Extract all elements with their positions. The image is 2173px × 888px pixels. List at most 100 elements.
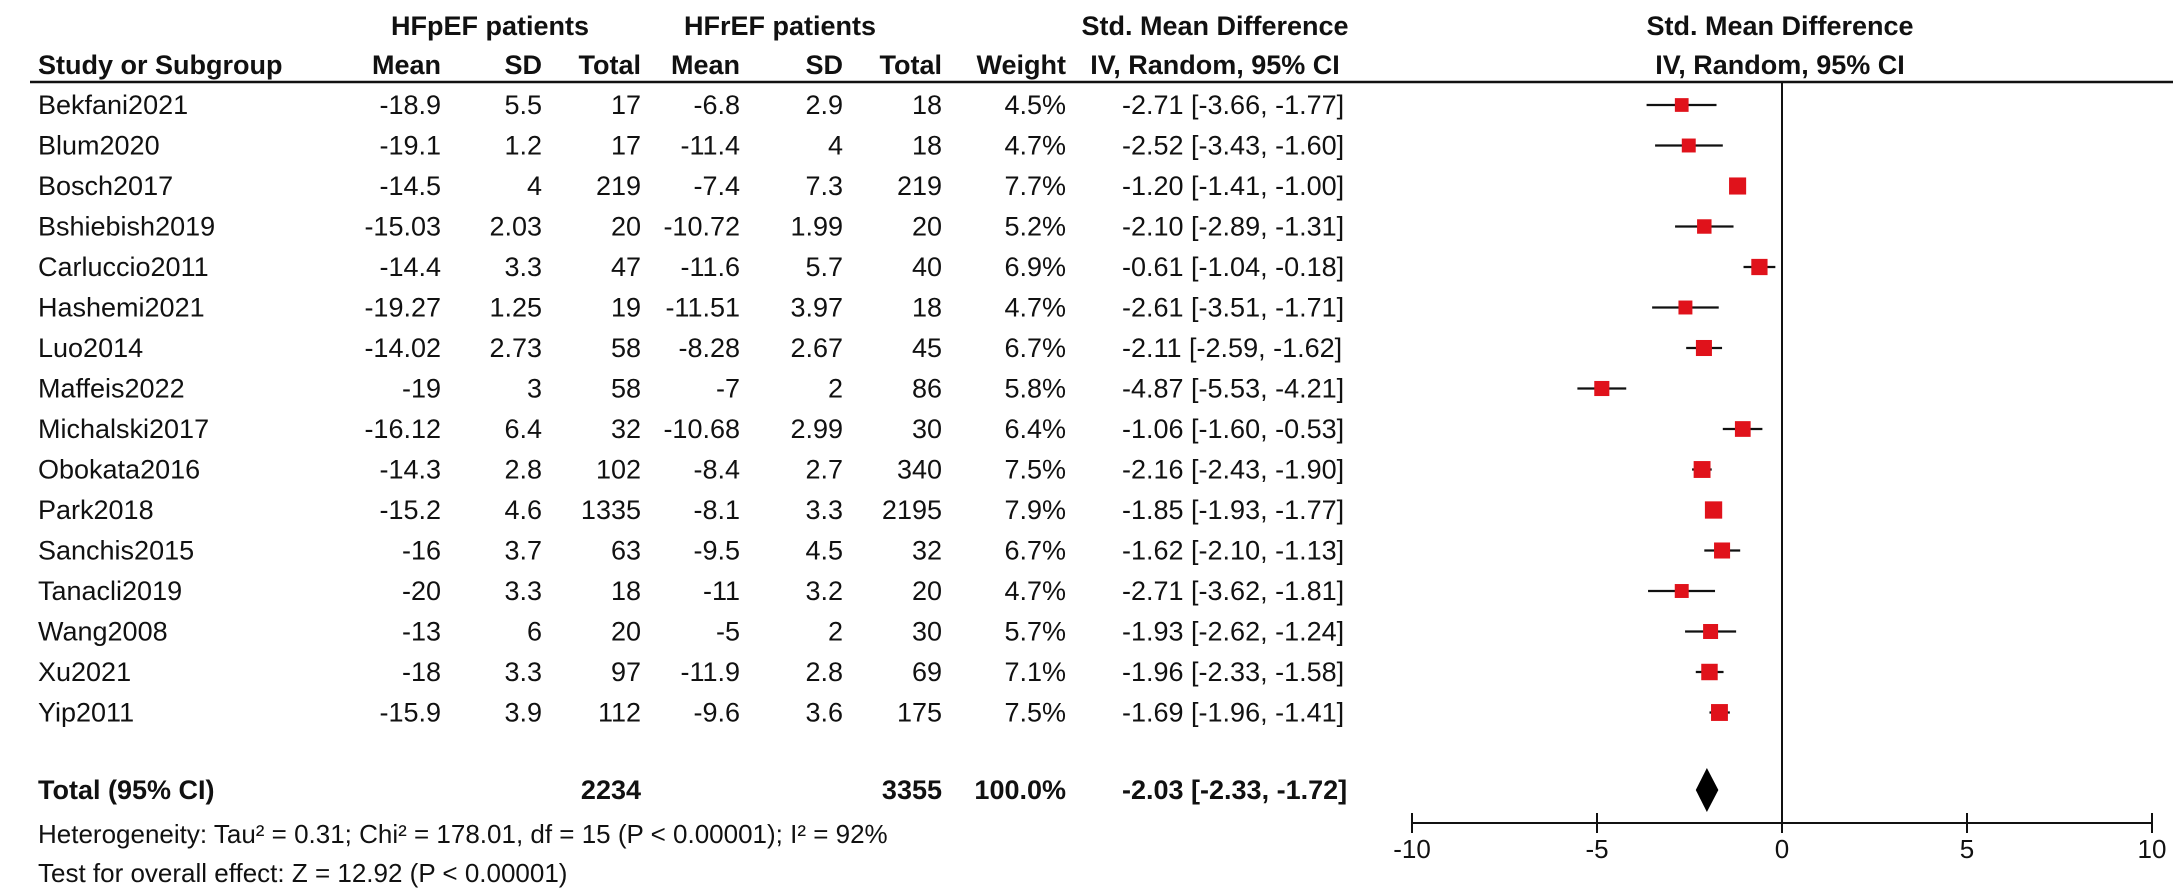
mean1-cell: -14.5	[379, 171, 441, 201]
mean1-col-header: Mean	[372, 50, 441, 80]
study-marker	[1714, 542, 1731, 559]
mean1-cell: -14.4	[379, 252, 441, 282]
total2-cell: 30	[912, 617, 942, 647]
total1-cell: 63	[611, 536, 641, 566]
total1-cell: 32	[611, 414, 641, 444]
weight-cell: 7.1%	[1004, 657, 1066, 687]
mean1-cell: -19.1	[379, 131, 441, 161]
study-name: Park2018	[38, 495, 154, 525]
mean1-cell: -19.27	[364, 293, 441, 323]
sd2-cell: 4.5	[805, 536, 843, 566]
study-name: Luo2014	[38, 333, 143, 363]
sd1-cell: 1.25	[489, 293, 542, 323]
study-marker	[1594, 380, 1610, 397]
sd1-cell: 5.5	[504, 90, 542, 120]
x-tick-label: 0	[1775, 834, 1789, 864]
total2-cell: 219	[897, 171, 942, 201]
ci-cell: -0.61 [-1.04, -0.18]	[1122, 252, 1344, 282]
total2-cell: 340	[897, 455, 942, 485]
ci-cell: -1.62 [-2.10, -1.13]	[1122, 536, 1344, 566]
mean2-cell: -11.4	[680, 131, 740, 161]
study-row: Luo2014 -14.02 2.73 58 -8.28 2.67 45 6.7% -2.11 …	[38, 333, 1342, 363]
study-name: Hashemi2021	[38, 293, 205, 323]
study-marker	[1678, 300, 1693, 315]
sd2-cell: 3.3	[805, 495, 843, 525]
total1-cell: 219	[596, 171, 641, 201]
weight-cell: 5.7%	[1004, 617, 1066, 647]
mean2-col-header: Mean	[671, 50, 740, 80]
x-tick-label: -10	[1393, 834, 1431, 864]
weight-cell: 6.7%	[1004, 333, 1066, 363]
group2-header: HFrEF patients	[684, 11, 876, 41]
total1-cell: 47	[611, 252, 641, 282]
plot-method-header: IV, Random, 95% CI	[1655, 50, 1905, 80]
sd2-cell: 5.7	[805, 252, 843, 282]
sd2-cell: 2	[828, 374, 843, 404]
ci-cell: -2.52 [-3.43, -1.60]	[1122, 131, 1344, 161]
effect-header: Std. Mean Difference	[1081, 11, 1348, 41]
study-row: Michalski2017 -16.12 6.4 32 -10.68 2.99 30 6.4%…	[38, 414, 1344, 444]
sd1-cell: 3.3	[504, 657, 542, 687]
study-name: Blum2020	[38, 131, 160, 161]
study-name: Tanacli2019	[38, 576, 182, 606]
total1-cell: 17	[611, 131, 641, 161]
total2-cell: 20	[912, 212, 942, 242]
study-marker	[1729, 177, 1747, 195]
total-ci: -2.03 [-2.33, -1.72]	[1122, 775, 1347, 805]
weight-cell: 6.9%	[1004, 252, 1066, 282]
total-weight: 100.0%	[974, 775, 1066, 805]
total1-cell: 58	[611, 333, 641, 363]
ci-cell: -2.11 [-2.59, -1.62]	[1122, 333, 1342, 363]
total1-cell: 112	[598, 698, 641, 728]
total2-cell: 86	[912, 374, 942, 404]
sd1-cell: 6	[527, 617, 542, 647]
study-row: Bekfani2021 -18.9 5.5 17 -6.8 2.9 18 4.5% -2.71 …	[38, 90, 1344, 120]
study-marker	[1674, 98, 1689, 112]
mean2-cell: -10.68	[663, 414, 740, 444]
weight-cell: 4.7%	[1004, 131, 1066, 161]
mean2-cell: -11.9	[680, 657, 740, 687]
ci-cell: -1.85 [-1.93, -1.77]	[1122, 495, 1344, 525]
weight-cell: 6.7%	[1004, 536, 1066, 566]
total2-cell: 18	[912, 293, 942, 323]
study-marker	[1711, 704, 1728, 721]
study-rows: Bekfani2021 -18.9 5.5 17 -6.8 2.9 18 4.5% -2.71 …	[38, 90, 1344, 728]
mean1-cell: -13	[402, 617, 441, 647]
mean1-cell: -16.12	[364, 414, 441, 444]
weight-cell: 7.9%	[1004, 495, 1066, 525]
study-row: Park2018 -15.2 4.6 1335 -8.1 3.3 2195 7.9% -1.85…	[38, 495, 1344, 525]
plot-area: -10 -5 0 5 10	[1393, 82, 2166, 864]
study-marker	[1734, 421, 1751, 437]
study-name: Yip2011	[38, 698, 134, 728]
study-marker	[1693, 461, 1711, 478]
total1-cell: 19	[611, 293, 641, 323]
weight-cell: 4.7%	[1004, 293, 1066, 323]
mean2-cell: -10.72	[663, 212, 740, 242]
study-row: Yip2011 -15.9 3.9 112 -9.6 3.6 175 7.5% -1.69 [-…	[38, 698, 1344, 728]
weight-cell: 5.2%	[1004, 212, 1066, 242]
mean2-cell: -8.28	[678, 333, 740, 363]
sd1-cell: 3.9	[504, 698, 542, 728]
weight-col-header: Weight	[977, 50, 1067, 80]
total1-cell: 102	[596, 455, 641, 485]
ci-cell: -2.16 [-2.43, -1.90]	[1122, 455, 1344, 485]
study-row: Wang2008 -13 6 20 -5 2 30 5.7% -1.93 [-2.62, -1.…	[38, 617, 1344, 647]
mean1-cell: -15.9	[379, 698, 441, 728]
study-row: Bosch2017 -14.5 4 219 -7.4 7.3 219 7.7% -1.20 [-…	[38, 171, 1344, 201]
ci-cell: -1.20 [-1.41, -1.00]	[1122, 171, 1344, 201]
total2-cell: 30	[912, 414, 942, 444]
study-markers	[1577, 98, 1776, 721]
study-row: Bshiebish2019 -15.03 2.03 20 -10.72 1.99 20 5.2…	[38, 212, 1344, 242]
mean1-cell: -18.9	[379, 90, 441, 120]
sd1-cell: 3.3	[504, 252, 542, 282]
mean2-cell: -11.6	[680, 252, 740, 282]
weight-cell: 7.5%	[1004, 455, 1066, 485]
study-name: Obokata2016	[38, 455, 200, 485]
weight-cell: 7.5%	[1004, 698, 1066, 728]
sd1-cell: 3.7	[504, 536, 542, 566]
study-row: Carluccio2011 -14.4 3.3 47 -11.6 5.7 40 6.9% -0.…	[38, 252, 1344, 282]
total1-cell: 1335	[581, 495, 641, 525]
mean1-cell: -20	[402, 576, 441, 606]
study-marker	[1701, 663, 1718, 681]
